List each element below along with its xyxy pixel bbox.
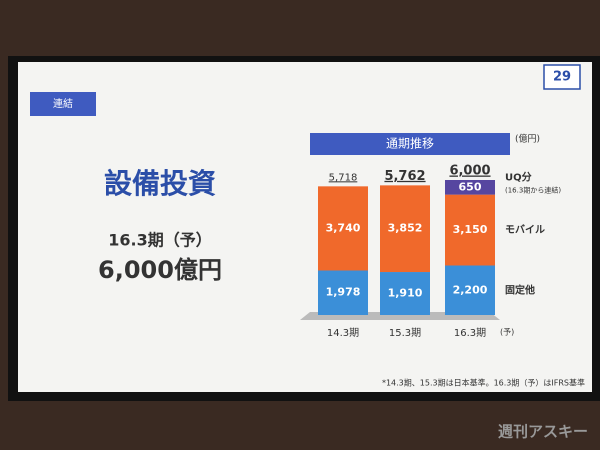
page-number: 29	[553, 70, 571, 85]
value-label: 3,150	[453, 223, 488, 236]
bar-segment	[380, 185, 430, 273]
value-label: 3,740	[326, 221, 361, 234]
value-label: 1,910	[388, 287, 423, 300]
bar-segment	[445, 194, 495, 266]
headline: 6,000億円	[98, 256, 222, 284]
chart-banner	[310, 133, 510, 155]
watermark: 週刊アスキー	[498, 423, 588, 441]
chart-title: 通期推移	[386, 137, 434, 151]
footnote: *14.3期、15.3期は日本基準。16.3期（予）はIFRS基準	[382, 378, 585, 388]
slide-title: 設備投資	[104, 167, 216, 200]
bar-segment	[380, 272, 430, 315]
legend-label: 固定他	[505, 283, 535, 296]
legend-label: UQ分	[505, 170, 532, 183]
x-tick-label: 14.3期	[327, 327, 359, 339]
legend-note: (16.3期から連結)	[505, 185, 561, 194]
page-box	[543, 64, 581, 90]
bar-segment	[445, 265, 495, 315]
value-label: 650	[459, 180, 482, 193]
total-label: 5,718	[329, 172, 358, 183]
bar-segment	[318, 186, 368, 271]
x-tick-label: 16.3期	[454, 327, 486, 339]
total-label: 6,000	[449, 164, 490, 179]
slide	[18, 62, 592, 392]
value-label: 1,978	[326, 286, 361, 299]
tag: 連結	[53, 97, 73, 110]
forecast-note: (予)	[500, 328, 514, 337]
value-label: 2,200	[453, 283, 488, 296]
subtitle: 16.3期（予）	[108, 231, 211, 250]
tag-box	[30, 92, 96, 116]
bar-segment	[318, 270, 368, 315]
bar-segment	[445, 180, 495, 195]
unit: (億円)	[515, 133, 540, 145]
total-label: 5,762	[384, 169, 425, 184]
x-tick-label: 15.3期	[389, 327, 421, 339]
value-label: 3,852	[388, 222, 423, 235]
legend-label: モバイル	[505, 224, 545, 236]
